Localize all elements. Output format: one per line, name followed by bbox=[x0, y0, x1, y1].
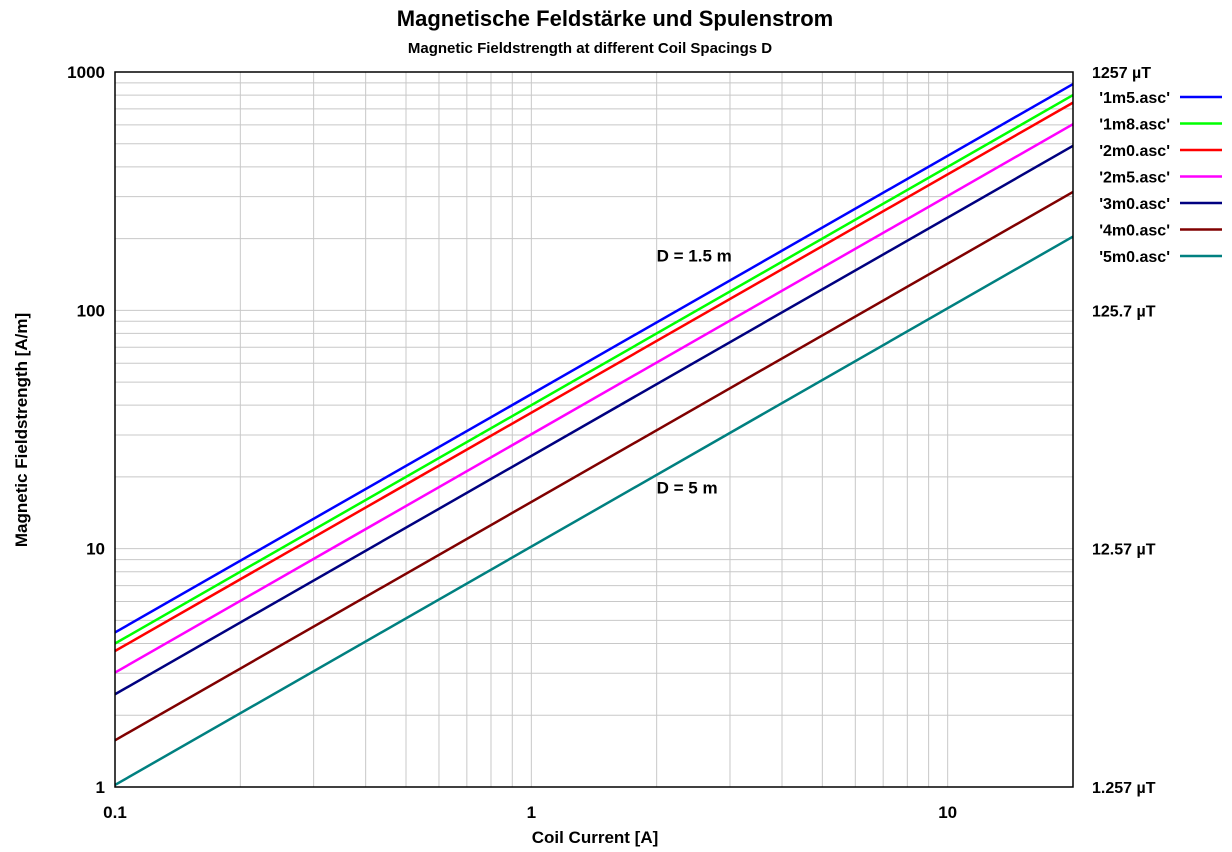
y-tick-label: 10 bbox=[86, 540, 105, 559]
y-tick-label: 100 bbox=[77, 301, 105, 320]
annotations: D = 1.5 m D = 5 m bbox=[657, 247, 732, 498]
y-tick-label: 1 bbox=[96, 778, 105, 797]
series-line-2 bbox=[114, 94, 1074, 645]
y-tick-label: 1000 bbox=[67, 63, 105, 82]
plot-frame bbox=[114, 71, 1074, 788]
y-axis-label: Magnetic Fieldstrength [A/m] bbox=[12, 313, 31, 547]
legend-label: '1m5.asc' bbox=[1099, 90, 1170, 107]
chart-title: Magnetische Feldstärke und Spulenstrom bbox=[397, 6, 833, 31]
legend-label: '1m8.asc' bbox=[1099, 117, 1170, 134]
x-tick-label: 1 bbox=[527, 803, 536, 822]
annotation-label: D = 5 m bbox=[657, 479, 718, 498]
x-tick-label: 10 bbox=[938, 803, 957, 822]
y2-tick-label: 1257 µT bbox=[1092, 65, 1151, 82]
annotation-label: D = 1.5 m bbox=[657, 247, 732, 266]
legend-label: '2m5.asc' bbox=[1099, 170, 1170, 187]
series-line-4 bbox=[114, 123, 1074, 674]
legend: '1m5.asc' '1m8.asc' '2m0.asc' '2m5.asc' '3m0… bbox=[1099, 90, 1222, 266]
series-lines bbox=[114, 82, 1074, 787]
grid bbox=[114, 72, 1074, 788]
legend-label: '3m0.asc' bbox=[1099, 196, 1170, 213]
legend-label: '4m0.asc' bbox=[1099, 223, 1170, 240]
x-axis-label: Coil Current [A] bbox=[532, 828, 659, 847]
series-line-7 bbox=[114, 235, 1074, 787]
axis-ticks: 0.1 1 10 1 10 100 1000 1.257 µT 12.57 µT 125.7 µT… bbox=[67, 63, 1156, 822]
legend-label: '5m0.asc' bbox=[1099, 249, 1170, 266]
series-line-5 bbox=[114, 144, 1074, 696]
series-line-6 bbox=[114, 190, 1074, 742]
y2-tick-label: 1.257 µT bbox=[1092, 780, 1156, 797]
series-line-1 bbox=[114, 82, 1074, 634]
y2-tick-label: 12.57 µT bbox=[1092, 542, 1156, 559]
legend-label: '2m0.asc' bbox=[1099, 143, 1170, 160]
chart-subtitle: Magnetic Fieldstrength at different Coil… bbox=[408, 40, 772, 57]
series-line-3 bbox=[114, 101, 1074, 653]
y2-tick-label: 125.7 µT bbox=[1092, 303, 1156, 320]
x-tick-label: 0.1 bbox=[103, 803, 127, 822]
